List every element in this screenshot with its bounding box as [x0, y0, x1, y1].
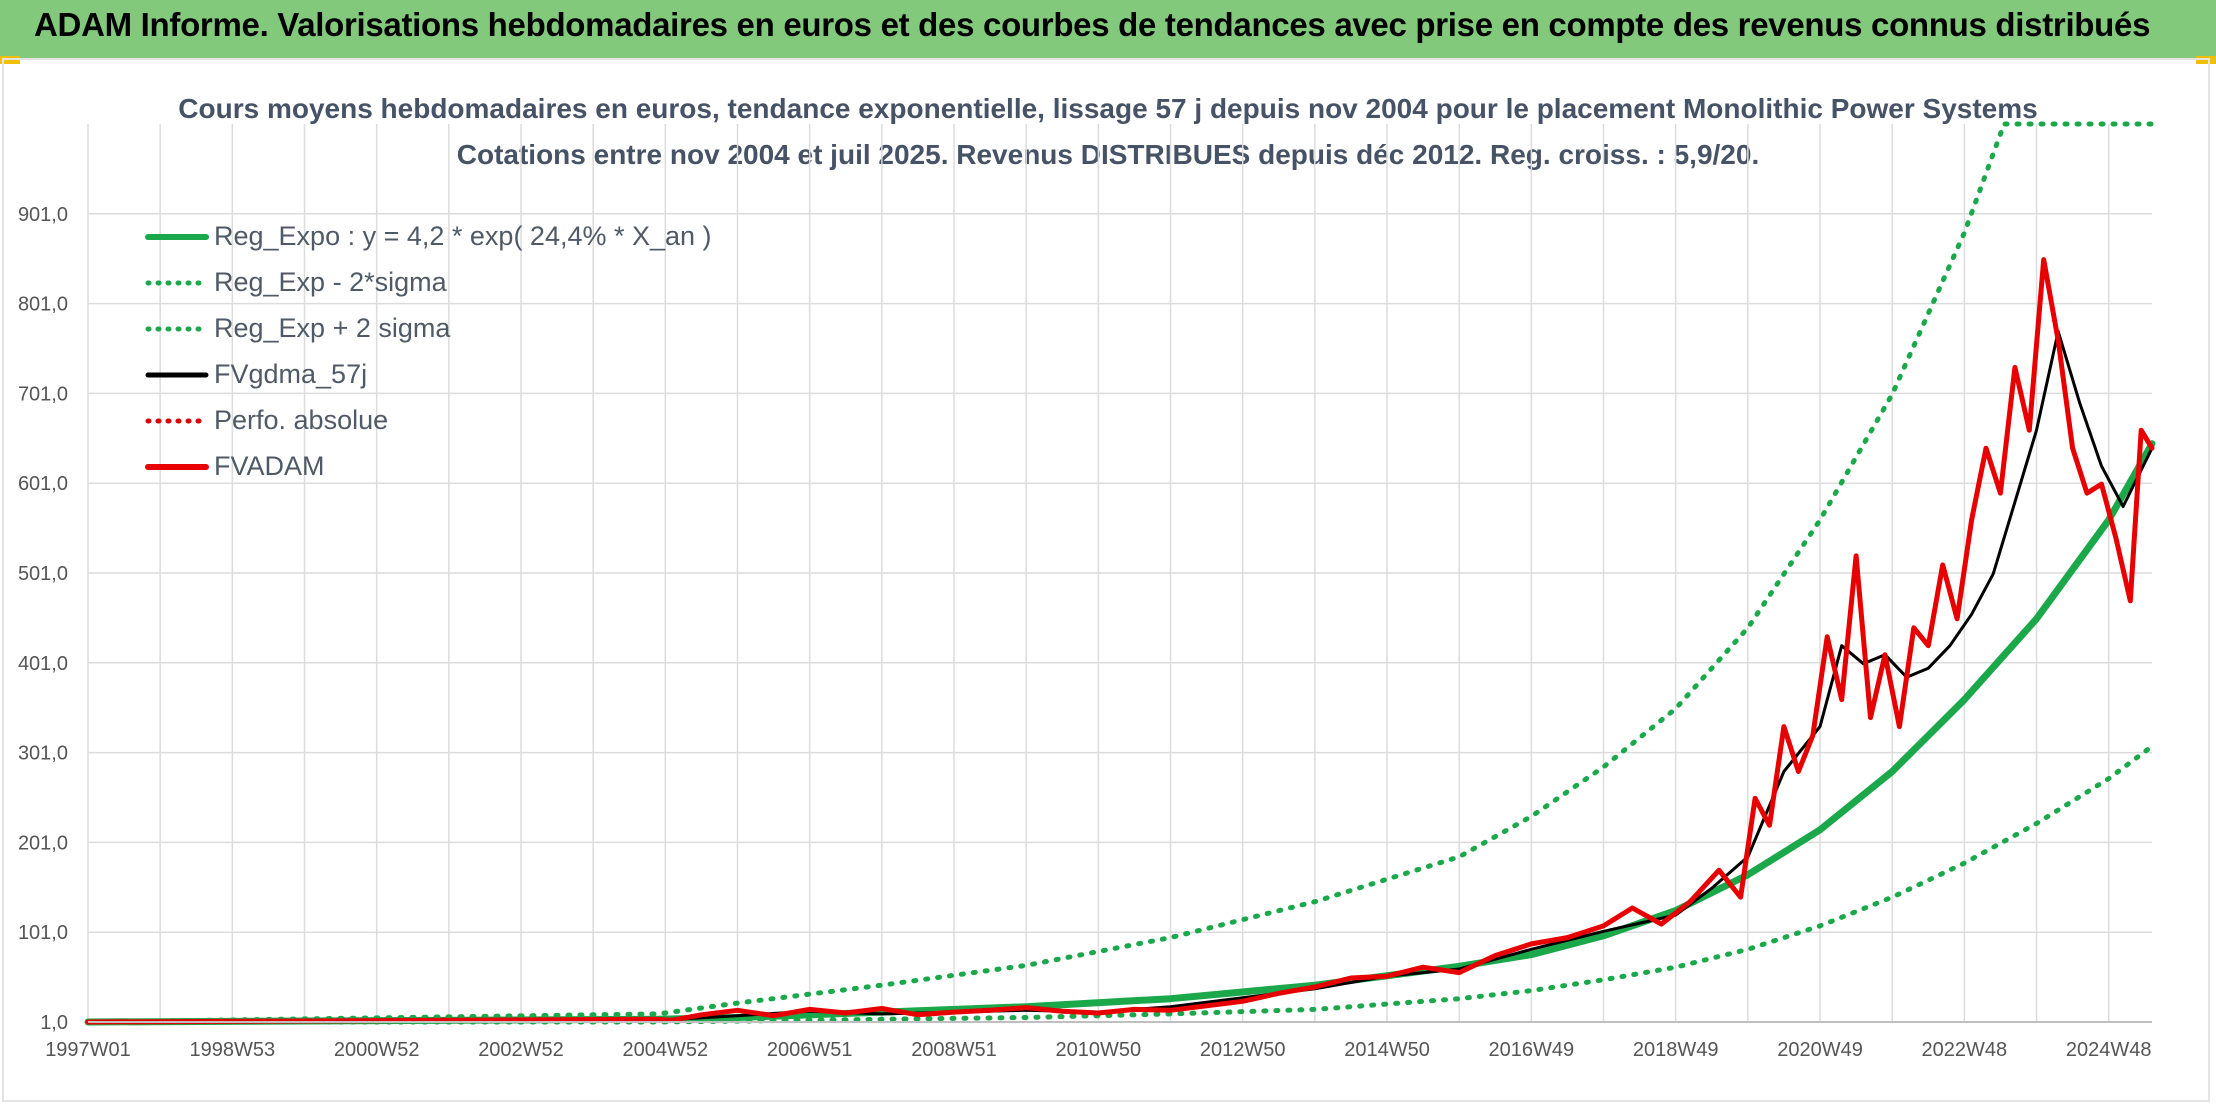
x-tick-label: 2002W52: [478, 1039, 564, 1061]
y-tick-label: 801,0: [18, 294, 68, 316]
x-tick-label: 2018W49: [1633, 1039, 1719, 1061]
legend-swatch: [145, 234, 209, 240]
y-tick-label: 401,0: [18, 653, 68, 675]
chart-frame: [2, 58, 2210, 1102]
x-tick-label: 2020W49: [1777, 1039, 1863, 1061]
y-tick-label: 101,0: [18, 922, 68, 944]
series-fvadam-line: [85, 257, 2155, 1025]
legend-swatch: [145, 372, 209, 378]
x-tick-label: 2000W52: [334, 1039, 420, 1061]
header-banner: ADAM Informe. Valorisations hebdomadaire…: [0, 0, 2216, 58]
y-tick-label: 701,0: [18, 383, 68, 405]
y-tick-label: 301,0: [18, 743, 68, 765]
legend-item-fvadam: FVADAM: [214, 451, 325, 481]
x-tick-label: 2006W51: [767, 1039, 853, 1061]
chart-title: Cours moyens hebdomadaires en euros, ten…: [178, 93, 2038, 124]
y-tick-label: 901,0: [18, 204, 68, 226]
series-reg-exp-plus-2sigma-line: [85, 121, 2155, 1025]
legend-swatch: [145, 280, 209, 286]
series-reg-expo-line: [84, 440, 2156, 1026]
legend-swatch: [145, 326, 209, 332]
y-tick-label: 601,0: [18, 473, 68, 495]
x-tick-label: 2010W50: [1056, 1039, 1142, 1061]
corner-marker-right: [2196, 56, 2216, 64]
x-tick-label: 2016W49: [1489, 1039, 1575, 1061]
legend-item-reg-expo: Reg_Expo : y = 4,2 * exp( 24,4% * X_an ): [214, 221, 712, 251]
x-tick-label: 2014W50: [1344, 1039, 1430, 1061]
legend-item-reg-exp-minus-2sigma: Reg_Exp - 2*sigma: [214, 267, 447, 297]
legend-swatch: [145, 418, 209, 424]
series-reg-exp-minus-2sigma-line: [85, 743, 2155, 1025]
x-tick-label: 1997W01: [45, 1039, 131, 1061]
y-tick-label: 201,0: [18, 832, 68, 854]
x-tick-label: 2024W48: [2066, 1039, 2152, 1061]
legend-swatch: [145, 464, 209, 470]
chart-subtitle: Cotations entre nov 2004 et juil 2025. R…: [456, 139, 1760, 170]
x-tick-label: 2008W51: [911, 1039, 997, 1061]
x-tick-label: 2012W50: [1200, 1039, 1286, 1061]
x-tick-label: 2022W48: [1922, 1039, 2008, 1061]
corner-marker-left: [0, 56, 20, 64]
x-tick-label: 1998W53: [190, 1039, 276, 1061]
banner-title: ADAM Informe. Valorisations hebdomadaire…: [34, 6, 2151, 43]
legend-item-fvgdma-57j: FVgdma_57j: [214, 359, 368, 389]
x-tick-label: 2004W52: [623, 1039, 709, 1061]
legend-item-reg-exp-plus-2sigma: Reg_Exp + 2 sigma: [214, 313, 451, 343]
legend-item-perfo-absolue: Perfo. absolue: [214, 405, 389, 435]
y-tick-label: 1,0: [40, 1012, 68, 1034]
y-tick-label: 501,0: [18, 563, 68, 585]
